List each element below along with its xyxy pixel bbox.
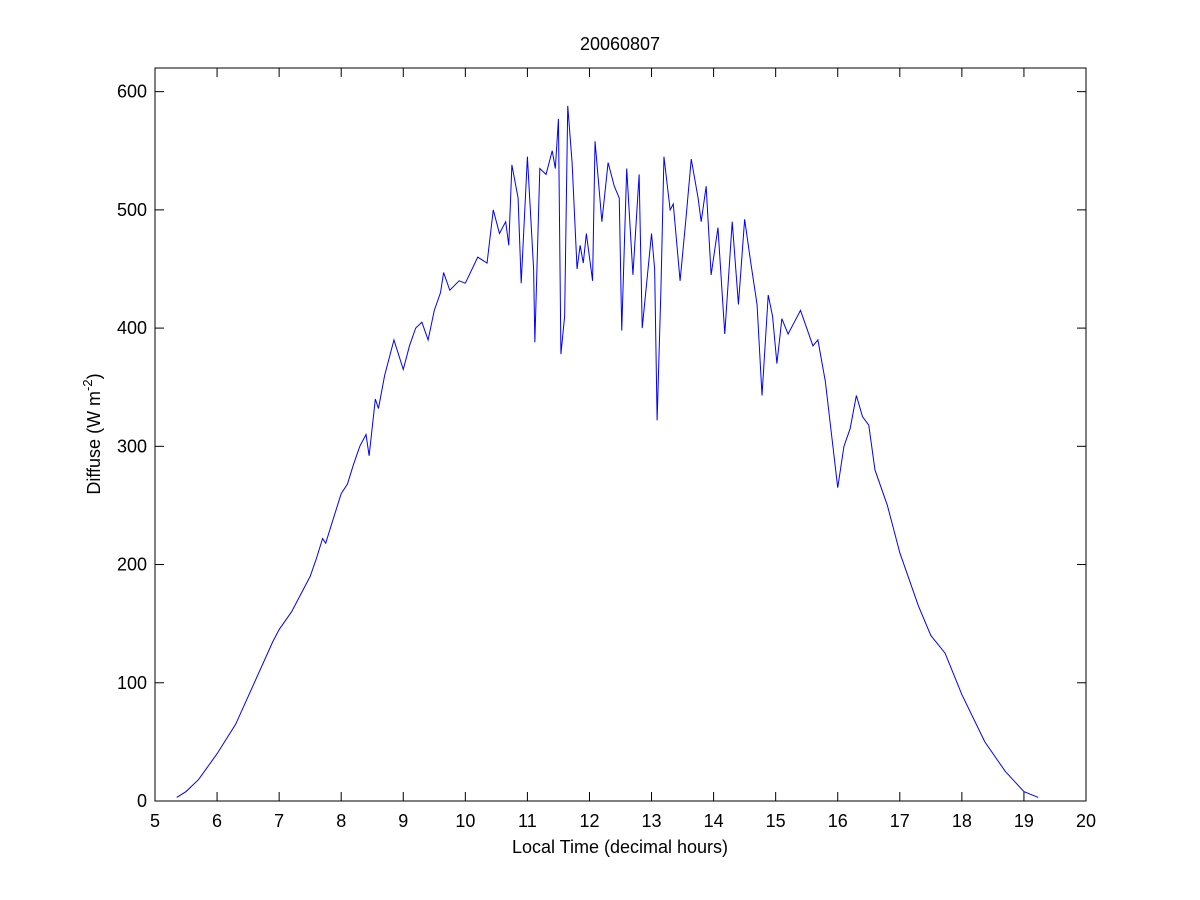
y-axis-label-suffix: ) <box>84 373 104 379</box>
x-tick-label: 13 <box>642 811 662 831</box>
x-axis-label: Local Time (decimal hours) <box>512 837 728 857</box>
x-tick-label: 17 <box>890 811 910 831</box>
x-tick-label: 20 <box>1076 811 1096 831</box>
x-tick-label: 5 <box>150 811 160 831</box>
x-tick-label: 19 <box>1014 811 1034 831</box>
x-tick-label: 7 <box>274 811 284 831</box>
x-tick-label: 9 <box>398 811 408 831</box>
y-tick-label: 300 <box>117 436 147 456</box>
data-line <box>176 105 1039 798</box>
x-tick-label: 8 <box>336 811 346 831</box>
y-axis-label: Diffuse (W m-2) <box>80 373 104 494</box>
plot-frame <box>154 67 1087 802</box>
x-tick-label: 14 <box>704 811 724 831</box>
y-tick-label: 600 <box>117 82 147 102</box>
x-tick-label: 11 <box>518 811 537 831</box>
x-tick-label: 10 <box>455 811 475 831</box>
y-tick-label: 200 <box>117 555 147 575</box>
x-tick-label: 18 <box>952 811 972 831</box>
y-tick-label: 400 <box>117 318 147 338</box>
x-tick-label: 6 <box>212 811 222 831</box>
y-axis-label-text: Diffuse (W m <box>84 391 104 495</box>
y-tick-label: 500 <box>117 200 147 220</box>
y-tick-label: 0 <box>137 791 147 811</box>
x-tick-label: 16 <box>828 811 848 831</box>
chart-title: 20060807 <box>580 34 660 54</box>
y-axis-label-sup: -2 <box>80 379 95 391</box>
x-tick-label: 15 <box>766 811 786 831</box>
x-tick-label: 12 <box>579 811 599 831</box>
y-tick-label: 100 <box>117 673 147 693</box>
